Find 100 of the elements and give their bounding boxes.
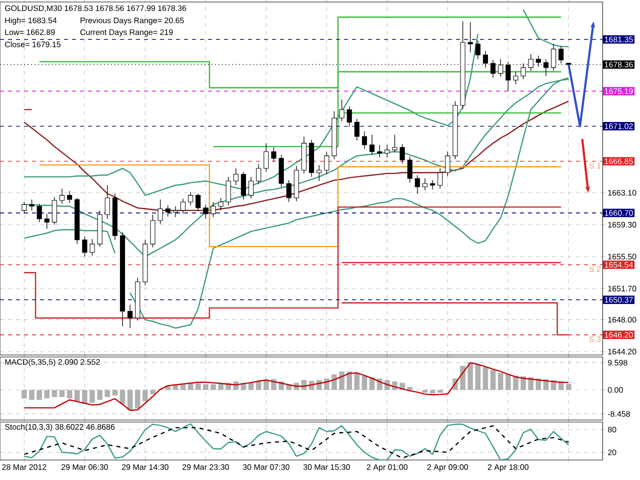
annotation: S 1 — [589, 162, 601, 169]
candlestick — [218, 197, 224, 211]
bar — [354, 372, 360, 390]
candlestick — [550, 44, 556, 72]
chart-title: MACD(5,35,5) 2.090 2.552 — [5, 358, 100, 366]
bar — [90, 390, 95, 403]
bar — [142, 390, 148, 402]
candlestick — [362, 131, 368, 150]
candlestick — [44, 213, 50, 230]
bar — [104, 390, 110, 398]
candlestick — [52, 196, 57, 226]
bar — [127, 390, 133, 410]
ref-line-label: 1681.35 — [604, 36, 633, 42]
candlestick — [324, 151, 330, 175]
candlestick — [316, 164, 322, 182]
bar — [407, 387, 412, 390]
candlestick — [482, 50, 488, 68]
bar — [52, 390, 58, 398]
bar — [218, 384, 224, 390]
annotation: Low= 1662.89 — [5, 29, 55, 36]
candlestick — [203, 204, 208, 220]
ref-line-label: 1650.37 — [604, 296, 633, 303]
bar — [339, 371, 344, 390]
candlestick — [346, 106, 352, 127]
bar — [97, 390, 102, 400]
candlestick — [558, 45, 564, 64]
bar — [460, 366, 466, 390]
chart-title: GOLDUSD,M30 1678.53 1678.56 1677.99 1678.36 — [5, 5, 186, 12]
ref-line-label: 1678.36 — [604, 62, 633, 68]
bar — [528, 377, 534, 390]
y-tick-label: 1663.10 — [608, 190, 636, 196]
candlestick — [29, 199, 34, 211]
candlestick — [354, 118, 360, 142]
candlestick — [513, 71, 518, 85]
bar — [29, 390, 34, 400]
x-tick-label: 29 Mar 14:30 — [122, 464, 168, 470]
y-tick-label: 20 — [608, 450, 616, 456]
candlestick — [264, 142, 269, 172]
candlestick — [233, 168, 238, 186]
candlestick — [392, 134, 398, 153]
candlestick — [67, 190, 72, 204]
y-tick-label: 1655.50 — [608, 254, 636, 260]
bar — [150, 390, 156, 394]
ref-line-label: 1671.02 — [604, 123, 633, 130]
bar — [332, 374, 337, 390]
bar — [22, 390, 27, 398]
bar — [482, 367, 488, 390]
ref-line-label: 1654.54 — [604, 262, 633, 268]
bar — [490, 370, 496, 390]
annotation: Previous Days Range= 20.65 — [80, 17, 184, 25]
x-tick-label: 2 Apr 18:00 — [488, 464, 529, 472]
candlestick — [422, 178, 428, 191]
y-tick-label: 9.598 — [608, 360, 628, 366]
y-tick-label: 1651.70 — [608, 286, 636, 292]
bar — [506, 374, 511, 390]
y-tick-label: 80 — [608, 426, 616, 432]
bar — [437, 390, 443, 393]
candlestick — [188, 192, 194, 206]
candlestick — [36, 203, 42, 223]
candlestick — [82, 236, 88, 257]
bar — [566, 384, 572, 390]
candlestick — [384, 144, 390, 158]
bar — [74, 390, 80, 402]
bar — [264, 380, 269, 390]
candlestick — [377, 144, 382, 158]
candlestick — [543, 58, 548, 76]
candlestick — [158, 199, 163, 224]
candlestick — [165, 205, 170, 217]
bar — [430, 390, 436, 394]
bar — [362, 376, 368, 390]
x-tick-label: 2 Apr 09:00 — [427, 464, 468, 472]
bar — [36, 390, 42, 400]
bar — [422, 390, 428, 393]
bar — [66, 390, 72, 398]
annotation: S 3 — [589, 336, 601, 342]
candlestick — [104, 184, 110, 220]
bar — [256, 381, 262, 390]
y-tick-label: 1659.30 — [608, 222, 636, 228]
bar — [210, 384, 216, 390]
x-tick-label: 29 Mar 06:30 — [62, 464, 108, 470]
bar — [82, 390, 88, 404]
x-tick-label: 29 Mar 23:30 — [182, 464, 229, 470]
candlestick — [180, 198, 186, 214]
bar — [475, 364, 481, 390]
bar — [195, 383, 201, 390]
y-tick-label: 1648.00 — [608, 316, 636, 323]
candlestick — [59, 188, 65, 204]
ref-line-label: 1666.85 — [604, 158, 633, 164]
ref-line-label: 1660.70 — [604, 210, 633, 216]
bar — [498, 372, 504, 390]
annotation: Current Days Range= 219 — [80, 29, 173, 37]
candlestick — [414, 174, 420, 194]
bar — [468, 362, 473, 390]
y-tick-label: 1644.20 — [608, 348, 636, 354]
bar — [44, 390, 50, 398]
candlestick — [150, 214, 156, 248]
bar — [513, 376, 518, 390]
annotation: S 2 — [589, 266, 601, 272]
bar — [134, 390, 140, 408]
candlestick — [248, 176, 254, 200]
